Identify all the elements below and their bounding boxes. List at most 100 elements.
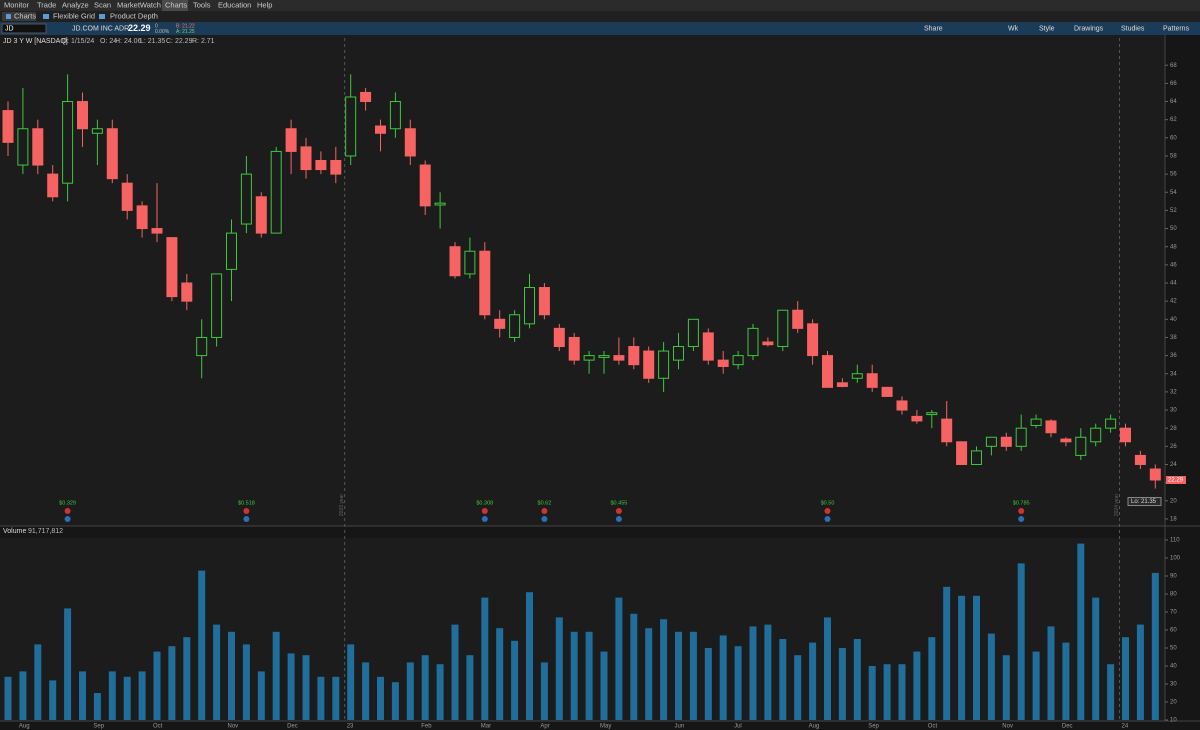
candle-body	[2, 110, 14, 143]
bid: B: 21.22	[176, 23, 195, 29]
candle-body	[747, 327, 759, 357]
toolbar-button[interactable]: Patterns	[1163, 25, 1190, 32]
volume-bar	[511, 640, 519, 720]
y-tick-label: 32	[1170, 389, 1177, 395]
event-icon	[615, 508, 622, 514]
tab-icon	[43, 14, 49, 19]
menu-item[interactable]: Help	[257, 0, 272, 9]
volume-bar	[481, 597, 489, 720]
menu-item[interactable]: Scan	[94, 0, 111, 9]
candle-body	[524, 287, 535, 325]
volume-bar	[973, 595, 980, 720]
volume-bar	[958, 595, 966, 720]
x-tick-label: Mar	[481, 724, 491, 730]
tab[interactable]: Flexible Grid	[53, 11, 95, 20]
candle-body	[553, 327, 565, 348]
candle-body	[866, 373, 878, 388]
volume-bar	[436, 664, 444, 720]
event-icon	[243, 508, 250, 514]
volume-bar	[704, 648, 712, 720]
tab[interactable]: Product Depth	[110, 11, 158, 20]
x-tick-label: 24	[1122, 724, 1129, 730]
menu-item[interactable]: Analyze	[62, 0, 89, 9]
toolbar-button[interactable]: Share	[924, 25, 943, 32]
y-tick-label: 64	[1170, 99, 1177, 105]
volume-panel	[0, 538, 1165, 721]
candle-body	[702, 332, 714, 361]
company-name: JD.COM INC ADR	[72, 25, 129, 32]
candle-body	[62, 101, 74, 184]
candle-body	[881, 386, 893, 397]
menu-item[interactable]: Charts	[165, 0, 187, 9]
candle-body	[1149, 468, 1161, 481]
candle-body	[941, 418, 953, 443]
volume-bar	[153, 651, 161, 720]
candle-body	[851, 373, 863, 379]
volume-bar	[883, 664, 891, 720]
candle-body	[1105, 418, 1117, 429]
x-tick-label: Nov	[228, 724, 239, 730]
symbol-bar	[0, 22, 1200, 35]
volume-bar	[645, 628, 653, 720]
candle-body	[77, 101, 88, 130]
candle-body	[17, 128, 29, 166]
toolbar-button[interactable]: Style	[1039, 25, 1055, 32]
volume-title: Volume	[3, 528, 26, 535]
volume-bar	[34, 644, 42, 720]
candle-body	[240, 173, 252, 225]
menu-item[interactable]: Education	[218, 0, 251, 9]
candle-body	[613, 355, 625, 361]
volume-bar	[64, 608, 72, 720]
toolbar-button[interactable]: Wk	[1008, 25, 1019, 32]
candle-body	[792, 309, 804, 329]
volume-bar	[734, 646, 742, 720]
y-tick-label: 30	[1170, 682, 1177, 688]
y-tick-label: 90	[1170, 574, 1177, 580]
event-icon	[481, 508, 488, 514]
candle-body	[1075, 436, 1087, 456]
volume-bar	[123, 676, 131, 720]
symbol[interactable]: JD	[5, 25, 14, 32]
volume-bar	[4, 676, 12, 720]
volume-bar	[377, 676, 384, 720]
year-label: 2024 year	[1114, 494, 1120, 517]
candle-body	[1060, 438, 1072, 443]
candle-body	[911, 415, 923, 422]
toolbar-button[interactable]: Drawings	[1074, 25, 1104, 32]
change: 0	[155, 23, 158, 29]
symbol-input[interactable]	[1, 23, 47, 34]
price-panel	[0, 35, 1165, 526]
volume-bar	[540, 662, 548, 720]
x-tick-label: Oct	[153, 724, 163, 730]
candle-body	[822, 355, 833, 388]
candle-body	[315, 160, 327, 171]
candle-body	[32, 128, 44, 166]
menu-item[interactable]: Trade	[37, 0, 56, 9]
menu-item[interactable]: Monitor	[4, 0, 30, 9]
volume-bar	[257, 671, 265, 720]
x-tick-label: Jul	[734, 724, 742, 730]
volume-bar	[1002, 655, 1010, 720]
menu-item[interactable]: Tools	[193, 0, 211, 9]
menu-bar	[0, 0, 1200, 11]
tab[interactable]: Charts	[14, 11, 36, 20]
y-tick-label: 20	[1170, 700, 1177, 706]
toolbar-button[interactable]: Studies	[1121, 25, 1145, 32]
candle-body	[1090, 427, 1102, 443]
candle-body	[226, 232, 237, 270]
volume-bar	[302, 655, 310, 720]
candle-body	[181, 282, 193, 302]
y-tick-label: 40	[1170, 317, 1177, 323]
menu-item[interactable]: MarketWatch	[117, 0, 161, 9]
y-tick-label: 52	[1170, 208, 1177, 214]
volume-last: 91,717,812	[28, 528, 63, 535]
volume-bar	[347, 644, 355, 720]
event-label: $0.308	[476, 500, 493, 506]
candle-body	[136, 205, 148, 230]
candle-body	[360, 91, 372, 103]
chart-info: JD 3 Y W [NASDAQ]	[3, 38, 68, 45]
candle-body	[419, 164, 431, 207]
event-icon	[64, 508, 71, 514]
change-pct: 0.00%	[155, 29, 170, 35]
